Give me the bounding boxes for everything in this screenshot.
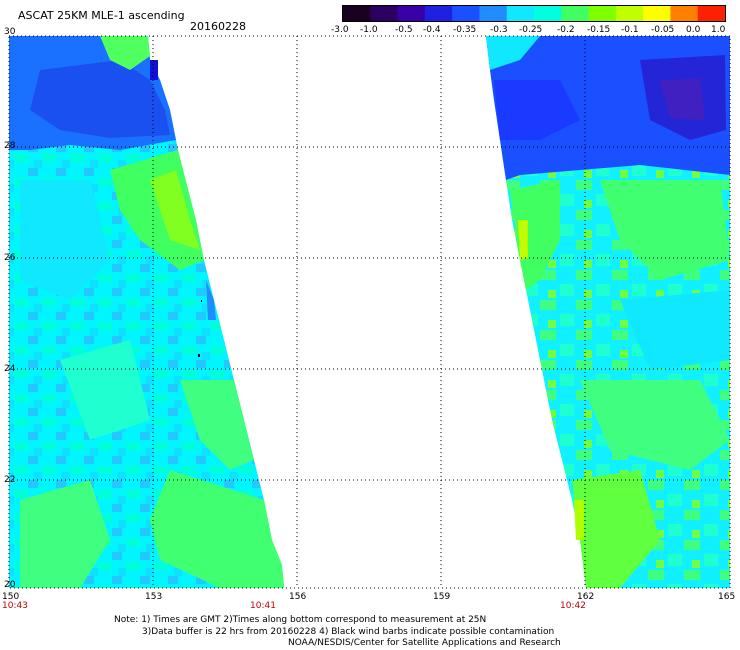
colorbar-label: -0.5 (395, 25, 413, 35)
left-swath-green-4 (180, 380, 254, 470)
lon-label: 150 (2, 592, 20, 602)
colorbar-label: -0.4 (423, 25, 441, 35)
left-swath-blue-core (30, 60, 170, 138)
lon-label: 165 (718, 592, 736, 602)
lat-label: 24 (4, 364, 16, 374)
note-line: Note: 1) Times are GMT 2)Times along bot… (114, 615, 487, 625)
colorbar-swatch (670, 6, 699, 21)
right-swath-purple (660, 78, 705, 120)
colorbar-swatch (370, 6, 399, 21)
colorbar-label: -0.35 (453, 25, 477, 35)
lon-label: 153 (145, 592, 163, 602)
colorbar-label: -0.25 (519, 25, 543, 35)
note-line: 3)Data buffer is 22 hrs from 20160228 4)… (142, 627, 555, 637)
right-swath (486, 36, 730, 588)
map-grid (9, 36, 730, 588)
lat-label: 28 (4, 141, 16, 151)
note-line: NOAA/NESDIS/Center for Satellite Applica… (288, 638, 561, 648)
colorbar-swatch (643, 6, 671, 21)
time-label: 10:43 (2, 601, 28, 611)
lat-label: 22 (4, 475, 16, 485)
colorbar-swatch (534, 6, 562, 21)
right-swath-green-4 (572, 470, 660, 588)
colorbar-swatch (561, 6, 590, 21)
time-label: 10:42 (560, 601, 586, 611)
right-swath-yellow-1 (518, 220, 528, 260)
map-title: ASCAT 25KM MLE-1 ascending (18, 9, 185, 22)
lon-label: 162 (577, 592, 595, 602)
colorbar-frame (342, 5, 726, 22)
colorbar-label: -1.0 (360, 25, 378, 35)
left-swath-green-1 (100, 36, 150, 70)
colorbar-label: -0.2 (557, 25, 575, 35)
left-swath-teal-2 (60, 340, 150, 440)
colorbar-swatch (424, 6, 453, 21)
right-swath-blue-left (494, 80, 580, 140)
left-swath-deepblue-edge (150, 60, 158, 80)
colorbar-label: -3.0 (331, 25, 349, 35)
colorbar-label: -0.3 (490, 25, 508, 35)
left-swath-blue-edge (206, 280, 216, 320)
right-swath-green-3 (580, 380, 730, 470)
left-swath (9, 36, 284, 588)
wind-barb-marker (198, 354, 200, 357)
colorbar-swatch (452, 6, 480, 21)
wind-barb-marker (201, 300, 202, 302)
map-date: 20160228 (190, 20, 246, 33)
colorbar-swatch (615, 6, 644, 21)
colorbar-label: -0.05 (651, 25, 675, 35)
colorbar-swatch (697, 6, 726, 21)
right-swath-top-teal (486, 36, 540, 70)
lon-label: 159 (433, 592, 451, 602)
colorbar-label: -0.15 (587, 25, 611, 35)
time-label: 10:41 (250, 601, 276, 611)
colorbar-label: -0.1 (621, 25, 639, 35)
lat-label: 26 (4, 253, 16, 263)
right-swath-yellow-2 (574, 500, 584, 540)
colorbar-label: 1.0 (711, 25, 726, 35)
left-swath-green-3 (150, 170, 200, 250)
left-swath-teal-1 (20, 180, 110, 300)
left-swath-green-5 (150, 470, 284, 588)
lat-label: 20 (4, 580, 16, 590)
left-swath-green-6 (20, 480, 110, 588)
right-swath-green-2 (600, 180, 730, 280)
lat-label: 30 (4, 27, 16, 37)
map-frame (8, 35, 731, 589)
colorbar-label: 0.0 (686, 25, 701, 35)
colorbar-swatch (506, 6, 535, 21)
colorbar-swatch (588, 6, 617, 21)
colorbar-swatch (397, 6, 426, 21)
colorbar-swatch (479, 6, 508, 21)
colorbar-swatch (343, 6, 371, 21)
lon-label: 156 (289, 592, 307, 602)
right-swath-green-1 (510, 180, 560, 290)
right-swath-teal-1 (620, 290, 730, 370)
colorbar-swatches (343, 6, 726, 21)
